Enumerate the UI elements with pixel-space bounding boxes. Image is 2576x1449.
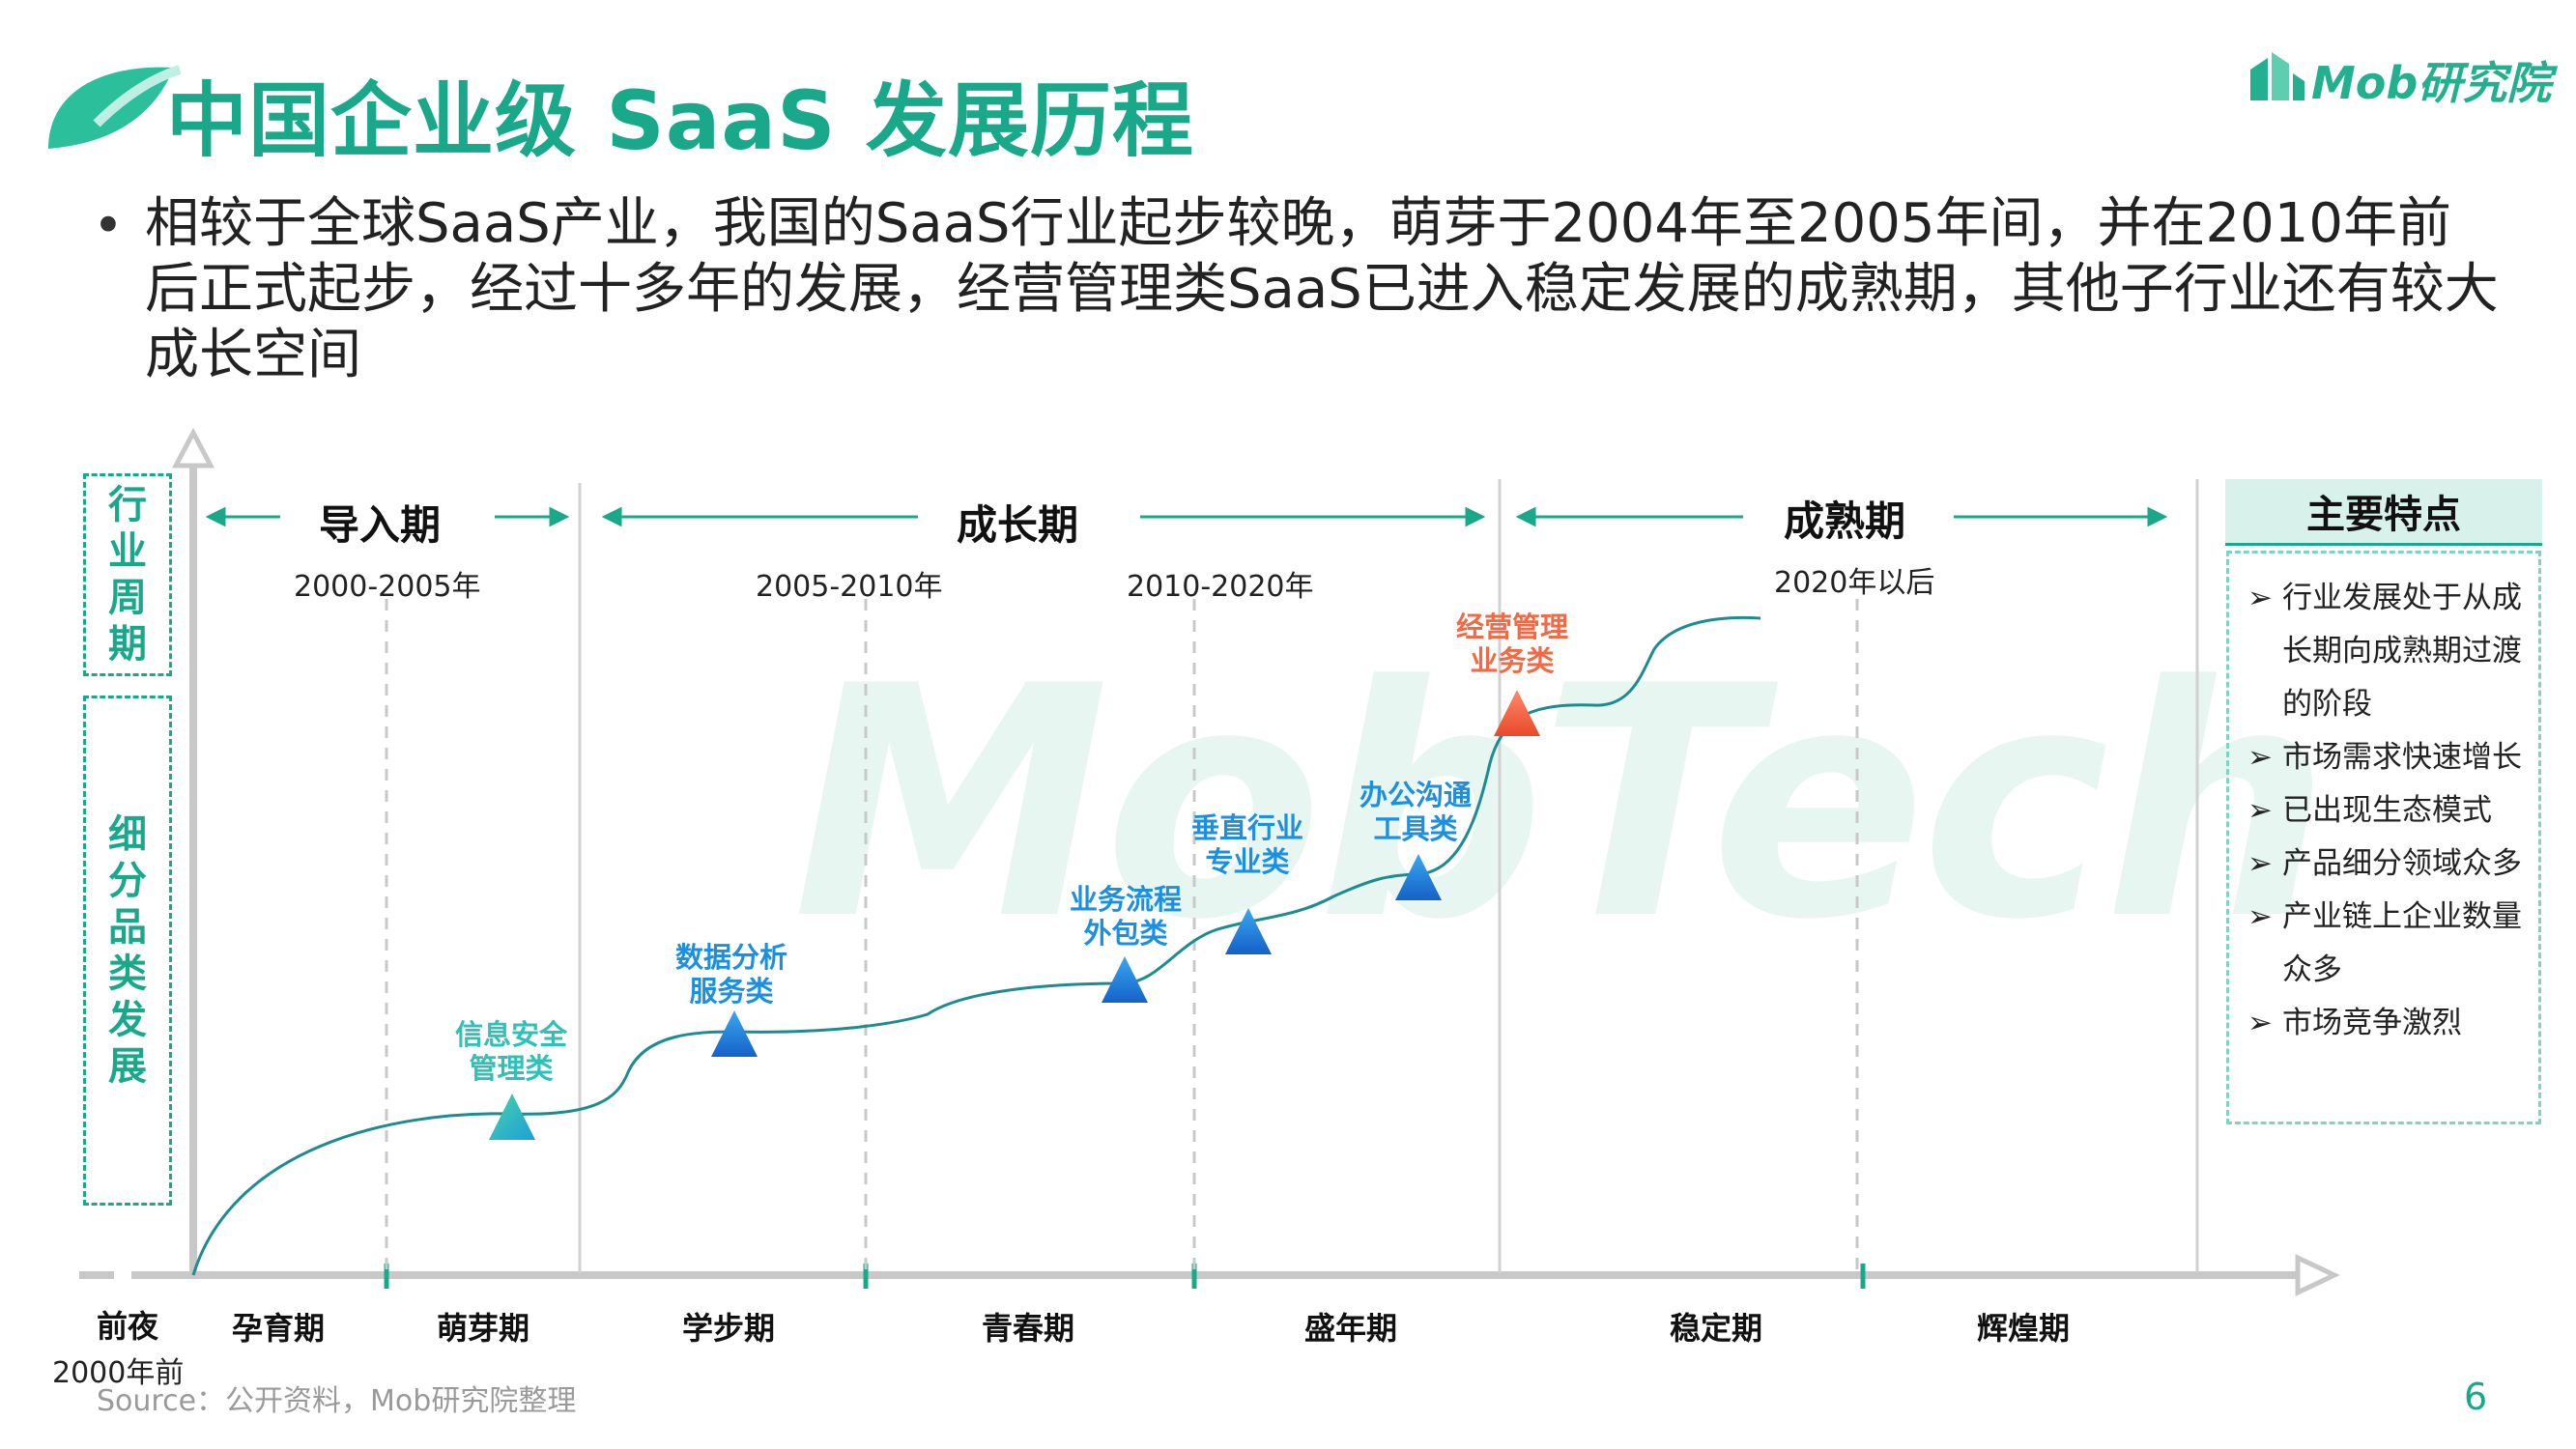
stage-label-toddler: 学步期 <box>682 1310 776 1347</box>
triangle-marker-6 <box>1494 690 1540 736</box>
industry-cycle-label-box: 行业周期 <box>83 473 172 676</box>
stage-label-prime: 盛年期 <box>1304 1310 1398 1347</box>
mob-research-logo: Mob研究院 <box>2311 57 2552 109</box>
arrow-bullet-icon: ➢ <box>2247 846 2273 881</box>
year-range-2: 2005-2010年 <box>756 570 943 604</box>
stage-label-sprout: 萌芽期 <box>437 1310 530 1347</box>
arrow-bullet-icon: ➢ <box>2247 793 2273 828</box>
stage-label-gestation: 孕育期 <box>232 1310 326 1347</box>
category-label-6: 经营管理 业务类 <box>1455 611 1568 677</box>
stage-label-glory: 辉煌期 <box>1977 1310 2071 1347</box>
feature-item: ➢ 市场竞争激烈 <box>2247 997 2537 1050</box>
page-number: 6 <box>2464 1376 2488 1418</box>
arrow-bullet-icon: ➢ <box>2247 581 2273 615</box>
summary-text: 相较于全球SaaS产业，我国的SaaS行业起步较晚，萌芽于2004年至2005年… <box>145 192 2499 386</box>
phase-dividers <box>578 479 2199 1273</box>
arrow-bullet-icon: ➢ <box>2247 1006 2273 1040</box>
category-dev-label: 细分品类发展 <box>108 812 147 1089</box>
industry-cycle-label: 行业周期 <box>108 483 147 667</box>
stage-label-stable: 稳定期 <box>1670 1310 1763 1347</box>
phase-growth: 成长期 <box>957 501 1079 549</box>
growth-curve <box>191 615 1761 1276</box>
stage-dividers <box>385 599 1859 1273</box>
category-label-4: 垂直行业 专业类 <box>1190 811 1303 878</box>
year-range-3: 2010-2020年 <box>1127 570 1314 604</box>
triangle-marker-4 <box>1225 908 1272 954</box>
phase-arrows <box>205 506 2168 527</box>
features-title: 主要特点 <box>2225 479 2542 546</box>
page-title: 中国企业级 SaaS 发展历程 <box>166 73 1194 168</box>
feature-item: ➢ 行业发展处于从成长期向成熟期过渡的阶段 <box>2247 572 2537 731</box>
feature-item: ➢ 已出现生态模式 <box>2247 784 2537 838</box>
triangle-marker-2 <box>711 1010 758 1057</box>
mobtech-watermark: MobTech <box>792 618 2331 989</box>
year-range-4: 2020年以后 <box>1774 566 1935 600</box>
arrow-bullet-icon: ➢ <box>2247 740 2273 775</box>
stage-label-youth: 青春期 <box>982 1310 1075 1347</box>
horizontal-axis-arrow <box>2295 1254 2340 1296</box>
phase-maturity: 成熟期 <box>1784 497 1906 545</box>
triangle-marker-5 <box>1395 854 1442 900</box>
triangle-marker-3 <box>1102 956 1148 1003</box>
feature-item: ➢ 产品细分领域众多 <box>2247 838 2537 891</box>
triangle-marker-1 <box>489 1094 535 1140</box>
source-note: Source：公开资料，Mob研究院整理 <box>97 1384 577 1418</box>
category-dev-label-box: 细分品类发展 <box>83 696 172 1206</box>
category-label-3: 业务流程 外包类 <box>1069 883 1182 950</box>
feature-item: ➢ 市场需求快速增长 <box>2247 731 2537 784</box>
bullet-dot: • <box>93 195 124 256</box>
year-range-1: 2000-2005年 <box>294 570 481 604</box>
phase-introduction: 导入期 <box>319 501 442 549</box>
brand-leaf-icon <box>48 65 182 149</box>
feature-item: ➢ 产业链上企业数量众多 <box>2247 891 2537 997</box>
vertical-axis-arrow <box>171 427 215 469</box>
category-label-2: 数据分析 服务类 <box>674 941 787 1008</box>
features-list: ➢ 行业发展处于从成长期向成熟期过渡的阶段 ➢ 市场需求快速增长 ➢ 已出现生态模式 … <box>2247 572 2537 1050</box>
arrow-bullet-icon: ➢ <box>2247 899 2273 934</box>
stage-label-eve: 前夜 <box>97 1308 159 1345</box>
category-label-1: 信息安全 管理类 <box>454 1018 567 1085</box>
features-box <box>2226 551 2541 1124</box>
stage-note: 2000年前 <box>52 1356 185 1390</box>
category-label-5: 办公沟通 工具类 <box>1359 779 1472 845</box>
mob-logo-icon <box>2250 52 2304 100</box>
